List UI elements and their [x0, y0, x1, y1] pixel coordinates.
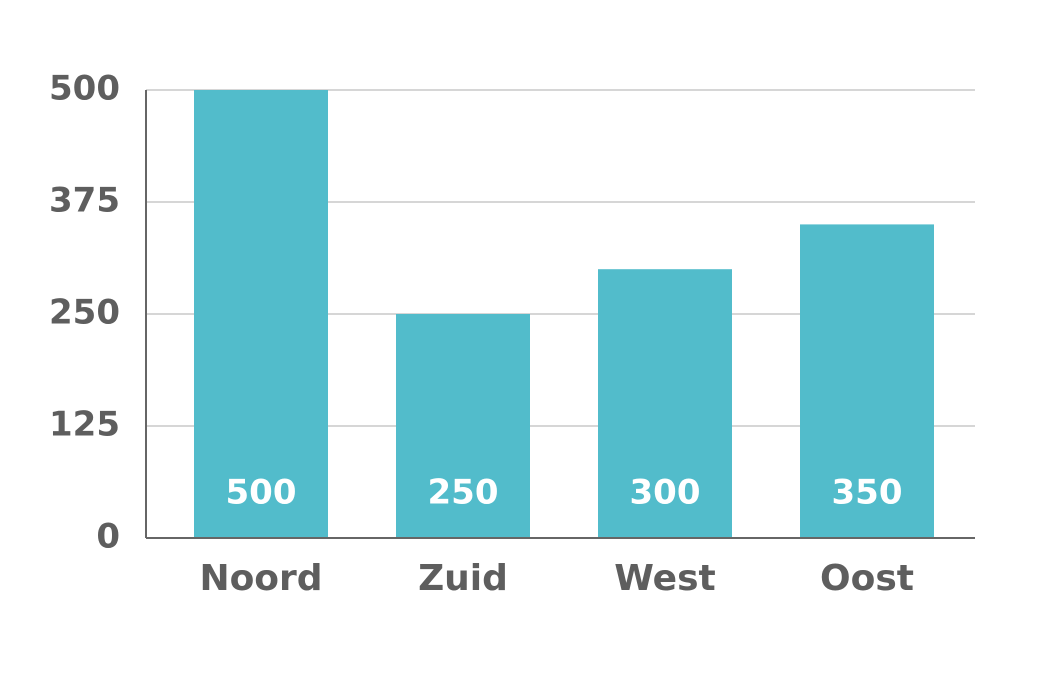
x-tick-label: West — [614, 558, 715, 599]
bar — [598, 269, 732, 538]
x-tick-label: Noord — [199, 558, 322, 599]
bar — [396, 314, 530, 538]
bar — [194, 90, 328, 538]
data-label: 350 — [832, 473, 903, 513]
y-tick-label: 500 — [49, 69, 120, 109]
y-tick-label: 250 — [49, 293, 120, 333]
y-tick-label: 0 — [96, 517, 120, 557]
x-tick-label: Zuid — [418, 558, 508, 599]
x-tick-label: Oost — [820, 558, 914, 599]
y-tick-label: 375 — [49, 181, 120, 221]
bar — [800, 224, 934, 538]
data-label: 250 — [428, 473, 499, 513]
y-tick-label: 125 — [49, 405, 120, 445]
data-label: 300 — [630, 473, 701, 513]
data-label: 500 — [226, 473, 297, 513]
